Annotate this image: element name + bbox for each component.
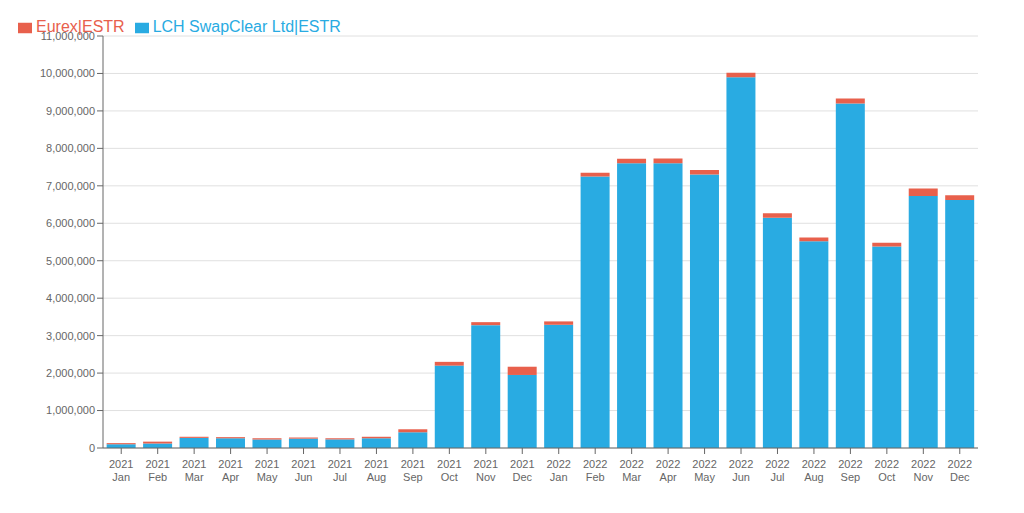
svg-text:2022Nov: 2022Nov [911,458,935,483]
svg-text:9,000,000: 9,000,000 [46,105,95,117]
svg-text:2022Jun: 2022Jun [729,458,753,483]
svg-text:2022Apr: 2022Apr [656,458,680,483]
svg-text:6,000,000: 6,000,000 [46,217,95,229]
svg-text:1,000,000: 1,000,000 [46,404,95,416]
svg-text:2022Jan: 2022Jan [546,458,570,483]
svg-text:2022Dec: 2022Dec [948,458,972,483]
svg-text:10,000,000: 10,000,000 [40,67,95,79]
svg-text:2021Apr: 2021Apr [218,458,242,483]
svg-text:2022Oct: 2022Oct [875,458,899,483]
svg-text:2021Nov: 2021Nov [474,458,498,483]
svg-text:2022Sep: 2022Sep [838,458,862,483]
svg-text:4,000,000: 4,000,000 [46,292,95,304]
svg-text:2021Jun: 2021Jun [291,458,315,483]
svg-text:5,000,000: 5,000,000 [46,255,95,267]
svg-text:2021May: 2021May [255,458,279,483]
svg-text:2021Jan: 2021Jan [109,458,133,483]
svg-text:2022Jul: 2022Jul [765,458,789,483]
svg-text:0: 0 [89,442,95,454]
svg-text:2022May: 2022May [692,458,716,483]
svg-text:7,000,000: 7,000,000 [46,180,95,192]
svg-text:2,000,000: 2,000,000 [46,367,95,379]
svg-text:2021Mar: 2021Mar [182,458,206,483]
svg-text:2021Dec: 2021Dec [510,458,534,483]
svg-text:2022Mar: 2022Mar [619,458,643,483]
svg-text:2021Feb: 2021Feb [145,458,169,483]
svg-text:2022Feb: 2022Feb [583,458,607,483]
svg-text:2021Jul: 2021Jul [328,458,352,483]
svg-text:3,000,000: 3,000,000 [46,330,95,342]
svg-text:2021Aug: 2021Aug [364,458,388,483]
svg-text:11,000,000: 11,000,000 [41,30,95,42]
svg-text:2022Aug: 2022Aug [802,458,826,483]
svg-text:8,000,000: 8,000,000 [46,142,95,154]
svg-text:2021Sep: 2021Sep [401,458,425,483]
svg-text:2021Oct: 2021Oct [437,458,461,483]
